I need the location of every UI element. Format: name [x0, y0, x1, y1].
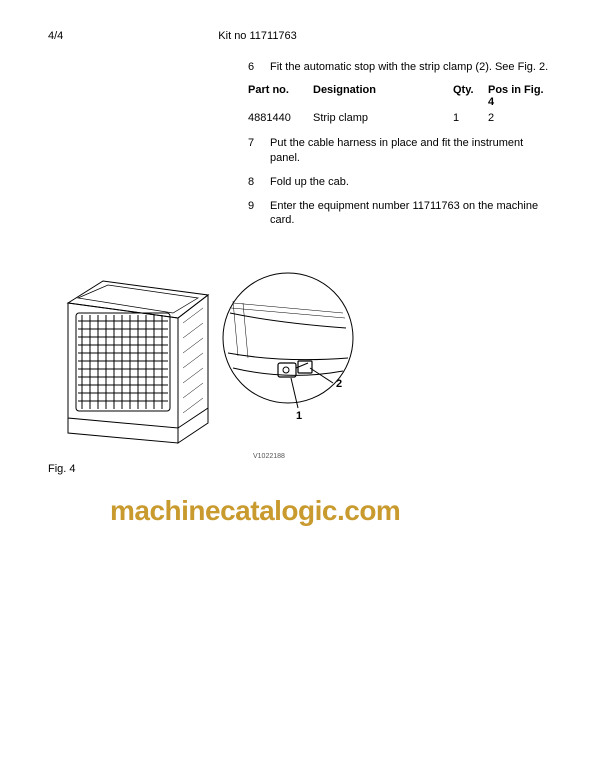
instruction-step: 8 Fold up the cab. — [248, 175, 550, 189]
cell-designation: Strip clamp — [313, 112, 453, 124]
figure-label: Fig. 4 — [48, 463, 76, 475]
parts-table: Part no. Designation Qty. Pos in Fig. 4 … — [248, 84, 550, 124]
cell-pos: 2 — [488, 112, 550, 124]
step-number: 9 — [248, 199, 270, 228]
col-header-pos: Pos in Fig. 4 — [488, 84, 550, 108]
kit-number-label: Kit no 11711763 — [218, 30, 297, 42]
step-text: Fold up the cab. — [270, 175, 550, 189]
step-text: Enter the equipment number 11711763 on t… — [270, 199, 550, 228]
technical-drawing — [48, 263, 388, 458]
cell-partno: 4881440 — [248, 112, 313, 124]
figure-4: 1 2 Fig. 4 V1022188 — [48, 263, 560, 473]
col-header-qty: Qty. — [453, 84, 488, 108]
col-header-designation: Designation — [313, 84, 453, 108]
image-id: V1022188 — [253, 453, 285, 460]
table-header-row: Part no. Designation Qty. Pos in Fig. 4 — [248, 84, 550, 108]
step-number: 8 — [248, 175, 270, 189]
step-number: 6 — [248, 60, 270, 74]
instruction-step: 6 Fit the automatic stop with the strip … — [248, 60, 550, 74]
instruction-step: 9 Enter the equipment number 11711763 on… — [248, 199, 550, 228]
table-row: 4881440 Strip clamp 1 2 — [248, 112, 550, 124]
col-header-partno: Part no. — [248, 84, 313, 108]
step-number: 7 — [248, 136, 270, 165]
instruction-step: 7 Put the cable harness in place and fit… — [248, 136, 550, 165]
page-number: 4/4 — [48, 30, 63, 42]
content-column: 6 Fit the automatic stop with the strip … — [248, 60, 550, 228]
callout-2: 2 — [336, 378, 342, 390]
step-text: Put the cable harness in place and fit t… — [270, 136, 550, 165]
page-header: 4/4 Kit no 11711763 — [48, 30, 560, 42]
step-text: Fit the automatic stop with the strip cl… — [270, 60, 550, 74]
callout-1: 1 — [296, 410, 302, 422]
cell-qty: 1 — [453, 112, 488, 124]
watermark-text: machinecatalogic.com — [110, 495, 400, 527]
